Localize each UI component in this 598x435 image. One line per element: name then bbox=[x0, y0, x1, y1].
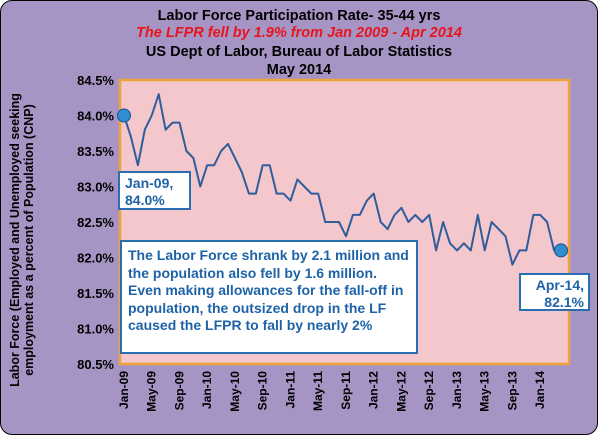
y-tick-label: 81.5% bbox=[77, 286, 114, 301]
callout-end-date: Apr-14, bbox=[535, 277, 584, 293]
x-tick-label: May-10 bbox=[228, 371, 242, 412]
x-tick-label: Jan-10 bbox=[200, 371, 214, 409]
callout-end-percent: 82.1% bbox=[544, 294, 584, 310]
y-tick-label: 83.5% bbox=[77, 144, 114, 159]
x-tick-label: Sep-11 bbox=[339, 371, 353, 410]
x-tick-label: Jan-14 bbox=[533, 371, 547, 409]
y-tick-label: 82.5% bbox=[77, 215, 114, 230]
x-tick-label: Jan-11 bbox=[283, 371, 297, 409]
x-tick-label: Sep-10 bbox=[256, 371, 270, 411]
x-tick-label: May-13 bbox=[478, 371, 492, 412]
y-axis-ticks: 84.5% 84.0% 83.5% 83.0% 82.5% 82.0% 81.5% 81.0%… bbox=[77, 73, 114, 372]
callout-end-value: Apr-14, 82.1% bbox=[519, 273, 590, 311]
y-tick-label: 83.0% bbox=[77, 180, 114, 195]
callout-start-percent: 84.0% bbox=[125, 192, 165, 208]
highlight-point bbox=[117, 108, 131, 123]
callout-start-date: Jan-09, bbox=[125, 175, 174, 191]
y-tick-label: 81.0% bbox=[77, 322, 114, 337]
x-tick-label: Sep-09 bbox=[172, 371, 186, 411]
y-tick-label: 82.0% bbox=[77, 251, 114, 266]
x-tick-label: May-12 bbox=[394, 371, 408, 412]
date-line: May 2014 bbox=[266, 62, 332, 78]
x-tick-label: Jan-12 bbox=[367, 371, 381, 409]
y-tick-label: 84.0% bbox=[77, 109, 114, 124]
x-tick-label: Jan-13 bbox=[450, 371, 464, 409]
x-axis-ticks: Jan-09 May-09 Sep-09 Jan-10 May-10 Sep-10 Jan-… bbox=[117, 371, 547, 412]
x-tick-label: May-09 bbox=[145, 371, 159, 412]
y-tick-label: 80.5% bbox=[77, 357, 114, 372]
highlight-point bbox=[554, 243, 568, 258]
chart-subtitle: The LFPR fell by 1.9% from Jan 2009 - Ap… bbox=[136, 25, 462, 41]
source-line: US Dept of Labor, Bureau of Labor Statis… bbox=[145, 44, 453, 60]
chart-title: Labor Force Participation Rate- 35-44 yr… bbox=[157, 8, 441, 24]
callout-start-value: Jan-09, 84.0% bbox=[118, 171, 191, 210]
x-tick-label: Sep-13 bbox=[505, 371, 519, 411]
annotation-note: The Labor Force shrank by 2.1 million an… bbox=[120, 240, 418, 354]
highlight-markers bbox=[117, 108, 568, 258]
x-tick-label: May-11 bbox=[311, 371, 325, 411]
series-line-lfpr bbox=[123, 93, 561, 266]
x-tick-label: Sep-12 bbox=[422, 371, 436, 411]
x-tick-label: Jan-09 bbox=[117, 371, 131, 409]
y-tick-label: 84.5% bbox=[77, 73, 114, 88]
